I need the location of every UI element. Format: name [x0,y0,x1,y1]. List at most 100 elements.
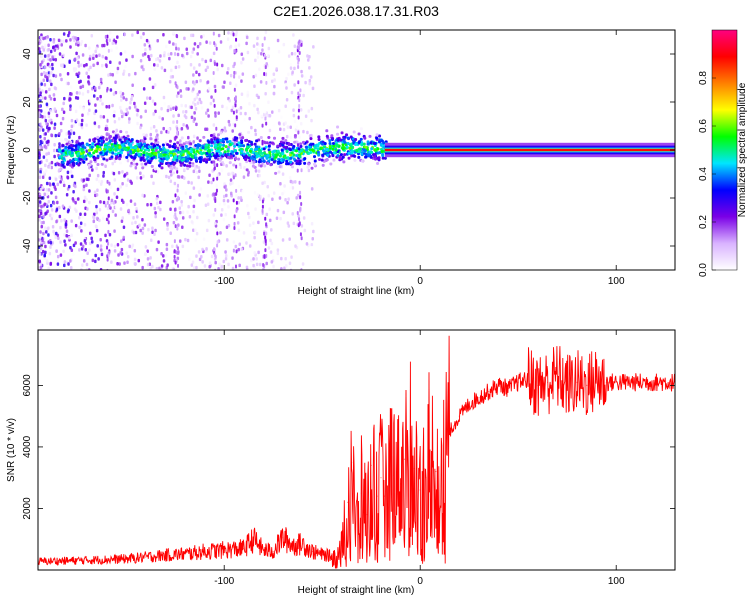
spectrogram-cell [271,110,274,114]
spectrogram-cell [254,73,258,78]
spectrogram-cell [90,33,94,38]
spectrogram-cell [261,199,264,204]
spectrogram-cell [181,216,185,220]
spectrogram-cell [59,180,62,184]
spectrogram-cell [113,229,116,233]
spectrogram-cell [328,141,332,145]
snr-point [384,495,386,497]
spectrogram-cell [214,260,217,265]
spectrogram-cell [53,107,57,111]
spectrogram-cell [151,230,154,234]
spectrogram-cell [88,165,91,170]
spectrogram-cell [38,160,42,165]
spectrogram-cell [237,75,241,79]
spectrogram-cell [235,109,238,114]
spectrogram-cell [173,165,176,169]
snr-point [184,553,186,555]
spectrogram-cell [233,221,236,226]
spectrogram-cell [136,140,140,144]
spectrogram-cell [76,152,80,156]
spectrogram-cell [219,40,223,44]
spectrogram-cell [190,263,194,267]
spectrogram-cell [156,146,160,150]
spectrogram-cell [47,165,50,169]
spectrogram-cell [142,153,146,157]
spectrogram-cell [135,207,138,211]
spectrogram-cell [245,35,249,40]
spectrogram-cell [220,63,224,68]
spectrogram-cell [237,43,241,47]
spectrogram-cell [219,138,223,142]
spectrogram-cell [176,60,179,65]
spectrogram-cell [58,168,62,172]
spectrogram-cell [89,99,92,103]
spectrogram-cell [235,194,238,198]
spectrogram-cell [91,258,95,263]
spectrogram-cell [235,164,238,169]
spectrogram-cell [190,115,194,120]
spectrogram-cell [308,66,311,70]
spectrogram-cell [99,237,102,242]
spectrogram-cell [239,157,243,162]
spectrogram-cell [112,171,116,176]
spectrogram-cell [358,147,362,151]
spectrogram-cell [296,168,299,173]
spectrogram-cell [227,119,231,124]
spectrogram-cell [303,161,307,165]
spectrogram-cell [153,67,156,72]
spectrogram-cell [253,84,256,88]
spectrogram-cell [123,174,126,178]
spectrogram-cell [52,40,56,44]
x-tick-label: 0 [417,576,423,587]
spectrogram-cell [71,36,75,40]
spectrogram-cell [176,52,180,57]
spectrogram-cell [219,143,223,147]
spectrogram-cell [48,79,52,83]
figure-title: C2E1.2026.038.17.31.R03 [273,3,439,19]
spectrogram-cell [145,96,149,100]
spectrogram-cell [93,190,97,195]
spectrogram-cell [177,113,180,118]
spectrogram-cell [85,183,88,187]
spectrogram-cell [65,139,69,143]
spectrogram-cell [102,170,106,175]
spectrogram-cell [85,143,89,147]
spectrogram-cell [115,155,119,159]
spectrogram-cell [199,79,202,83]
spectrogram-cell [147,152,151,156]
spectrogram-cell [153,144,157,148]
spectrogram-cell [104,127,107,132]
spectrogram-cell [224,137,228,141]
spectrogram-cell [259,80,263,84]
spectrogram-cell [38,41,41,46]
spectrogram-cell [92,56,95,60]
spectrogram-x-label: Height of straight line (km) [298,286,415,297]
spectrogram-cell [82,107,85,111]
spectrogram-cell [253,157,257,161]
spectrogram-cell [90,145,94,149]
spectrogram-cell [40,109,43,113]
spectrogram-cell [88,154,92,158]
spectrogram-cell [69,246,72,250]
spectrogram-cell [119,90,122,95]
spectrogram-cell [345,133,349,137]
spectrogram-cell [192,66,196,70]
spectrogram-cell [248,244,252,248]
spectrogram-cell [262,159,266,163]
spectrogram-cell [364,152,368,156]
spectrogram-cell [160,106,163,111]
spectrogram-cell [130,161,133,166]
spectrogram-cell [115,128,118,133]
spectrogram-cell [168,56,171,61]
spectrogram-cell [58,163,62,167]
spectrogram-cell [278,143,282,147]
spectrogram-cell [232,240,236,244]
spectrogram-cell [165,162,169,166]
spectrogram-cell [247,211,250,216]
spectrogram-cell [196,101,200,105]
snr-point [478,397,480,399]
spectrogram-cell [302,93,305,98]
spectrogram-cell [265,62,268,66]
spectrogram-cell [332,158,336,162]
spectrogram-cell [42,78,46,83]
